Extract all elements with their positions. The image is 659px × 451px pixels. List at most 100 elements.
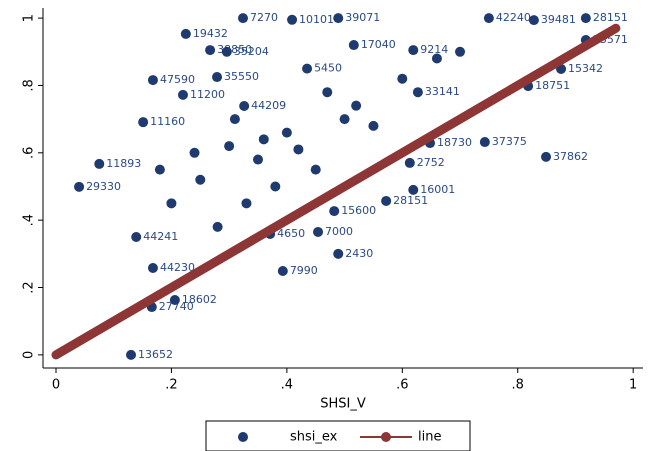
- point-label: 11200: [190, 88, 225, 101]
- point-label: 37375: [492, 135, 527, 148]
- point: [339, 114, 350, 125]
- point: [253, 154, 264, 165]
- point: [147, 262, 158, 273]
- point: [277, 266, 288, 277]
- point: [258, 134, 269, 145]
- point: [404, 157, 415, 168]
- point-label: 33141: [425, 85, 460, 98]
- point: [229, 114, 240, 125]
- point-label: 7270: [250, 11, 278, 24]
- point: [313, 226, 324, 237]
- point: [147, 75, 158, 86]
- point: [322, 87, 333, 98]
- legend-label: line: [418, 430, 441, 445]
- x-axis-title: SHSI_V: [320, 397, 366, 412]
- point-label: 17040: [361, 38, 396, 51]
- point-label: 9214: [420, 43, 448, 56]
- point-label: 47590: [160, 73, 195, 86]
- point-label: 18602: [182, 293, 217, 306]
- point: [281, 127, 292, 138]
- point-label: 4650: [277, 227, 305, 240]
- point: [224, 141, 235, 152]
- point: [221, 46, 232, 57]
- point: [333, 248, 344, 259]
- y-tick-label: .6: [22, 147, 37, 159]
- legend-marker: [381, 432, 391, 442]
- point-label: 18730: [437, 136, 472, 149]
- point-label: 42240: [496, 11, 531, 24]
- point: [381, 195, 392, 206]
- point: [302, 63, 313, 74]
- point-label: 29330: [86, 180, 121, 193]
- point: [348, 40, 359, 51]
- point-label: 39481: [541, 13, 576, 26]
- x-tick-label: .4: [281, 378, 293, 393]
- point: [541, 151, 552, 162]
- point: [368, 120, 379, 131]
- point-label: 16001: [420, 183, 455, 196]
- point: [126, 349, 137, 360]
- point: [351, 100, 362, 111]
- point: [166, 198, 177, 209]
- point: [74, 181, 85, 192]
- point-label: 28151: [393, 194, 428, 207]
- y-tick-label: .8: [22, 79, 37, 91]
- y-tick-label: 0: [22, 351, 37, 359]
- point: [455, 46, 466, 57]
- line: [51, 23, 621, 360]
- point-label: 15342: [568, 62, 603, 75]
- point: [177, 89, 188, 100]
- point: [479, 137, 490, 148]
- point: [408, 184, 419, 195]
- point: [408, 45, 419, 56]
- point: [310, 164, 321, 175]
- point: [238, 13, 248, 24]
- point: [333, 13, 344, 24]
- x-tick-label: .6: [396, 378, 408, 393]
- point: [412, 87, 423, 98]
- point: [270, 181, 281, 192]
- point: [189, 147, 200, 158]
- point-label: 28151: [593, 11, 628, 24]
- point-label: 7990: [290, 264, 318, 277]
- legend-marker: [238, 432, 248, 442]
- point: [287, 14, 298, 25]
- point: [329, 206, 340, 217]
- point: [293, 144, 304, 155]
- point: [195, 174, 206, 185]
- point-label: 11893: [106, 157, 141, 170]
- point-label: 18751: [535, 79, 570, 92]
- point: [528, 15, 539, 26]
- legend-label: shsi_ex: [290, 430, 338, 445]
- point: [131, 231, 142, 242]
- x-tick-label: 1: [629, 378, 637, 393]
- point: [241, 198, 252, 209]
- legend-box: [205, 420, 471, 451]
- point: [483, 13, 494, 24]
- point: [580, 13, 591, 24]
- point: [212, 221, 223, 232]
- point-label: 7000: [325, 225, 353, 238]
- point: [205, 45, 216, 56]
- point-label: 44209: [251, 99, 286, 112]
- point: [239, 100, 250, 111]
- point-label: 37862: [553, 150, 588, 163]
- y-tick-label: .4: [22, 214, 37, 226]
- point-label: 19432: [193, 27, 228, 40]
- point: [169, 294, 180, 305]
- point-label: 44230: [160, 261, 195, 274]
- y-tick-label: .2: [22, 281, 37, 293]
- point-label: 35550: [224, 70, 259, 83]
- point-label: 13652: [138, 348, 173, 361]
- point: [138, 117, 149, 128]
- point-label: 35204: [234, 45, 269, 58]
- point: [397, 73, 408, 84]
- x-tick-label: .2: [165, 378, 177, 393]
- point-label: 11160: [150, 115, 185, 128]
- point: [212, 72, 223, 83]
- point-label: 2752: [417, 156, 445, 169]
- point-label: 10101: [299, 13, 334, 26]
- x-tick-label: .8: [512, 378, 524, 393]
- point-label: 5450: [314, 62, 342, 75]
